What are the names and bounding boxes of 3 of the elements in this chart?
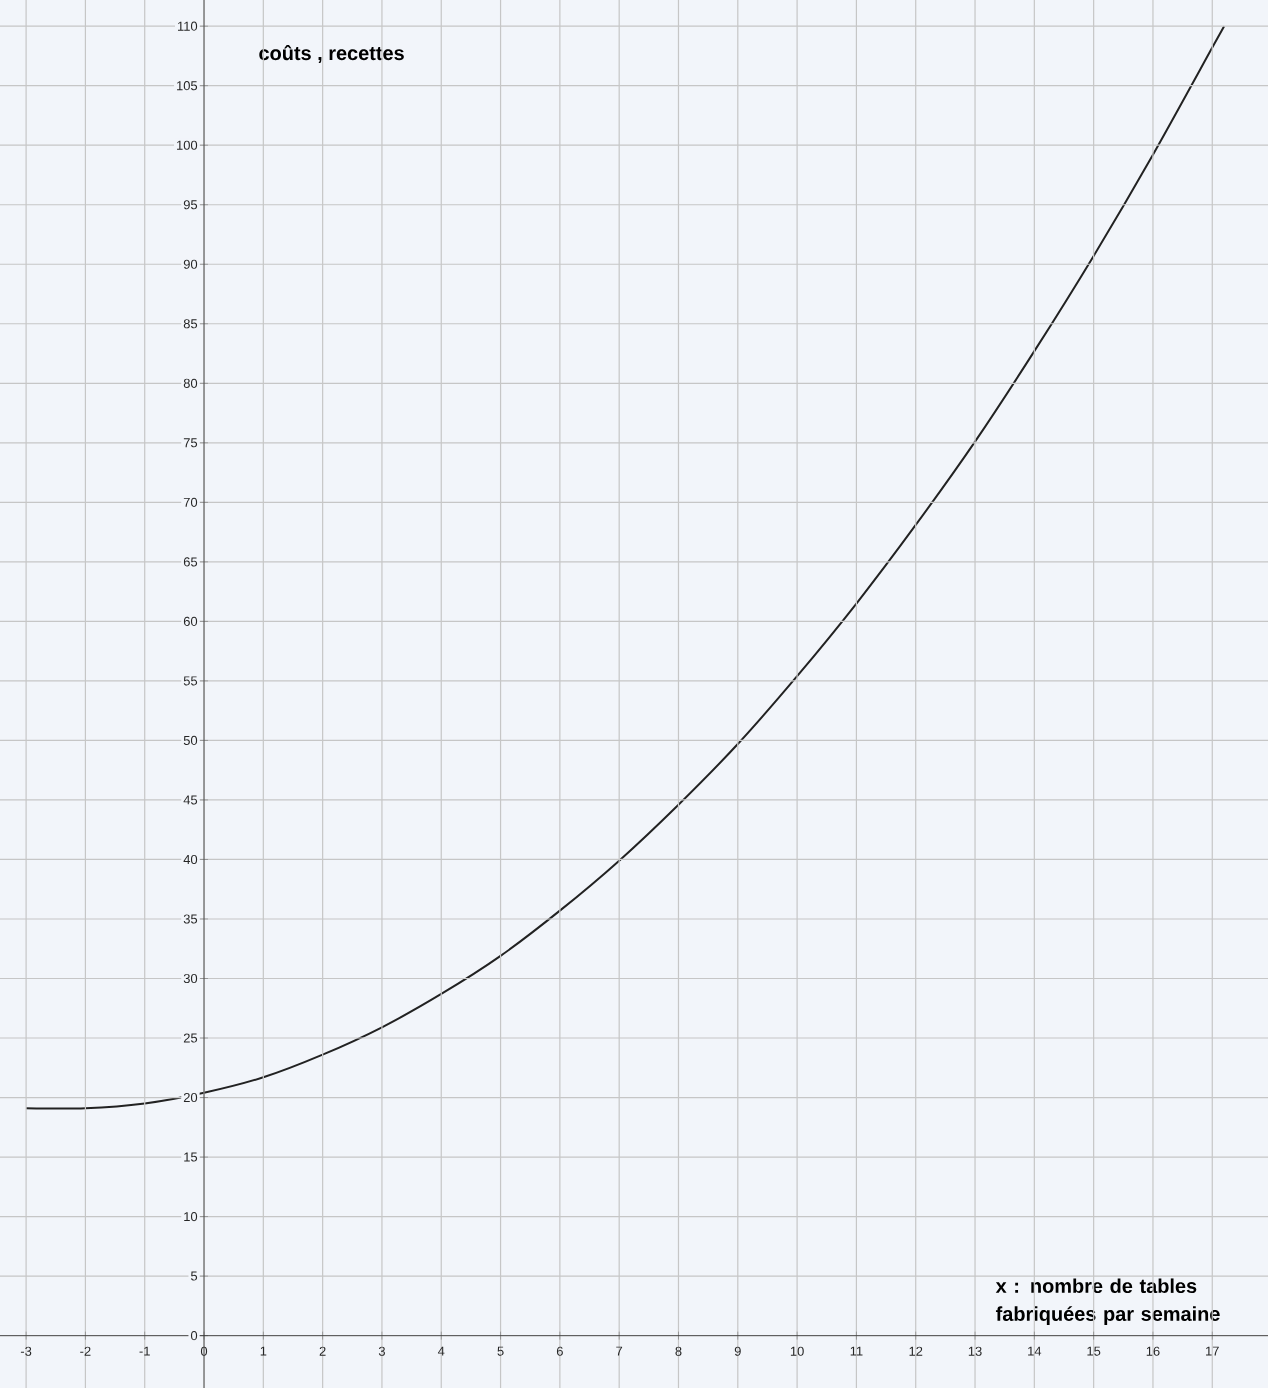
y-axis-title: coûts , recettes bbox=[259, 45, 404, 64]
line-series bbox=[25, 25, 1226, 1110]
x-axis-title: x : nombre de tables fabriquées par semaine bbox=[995, 1278, 1220, 1325]
